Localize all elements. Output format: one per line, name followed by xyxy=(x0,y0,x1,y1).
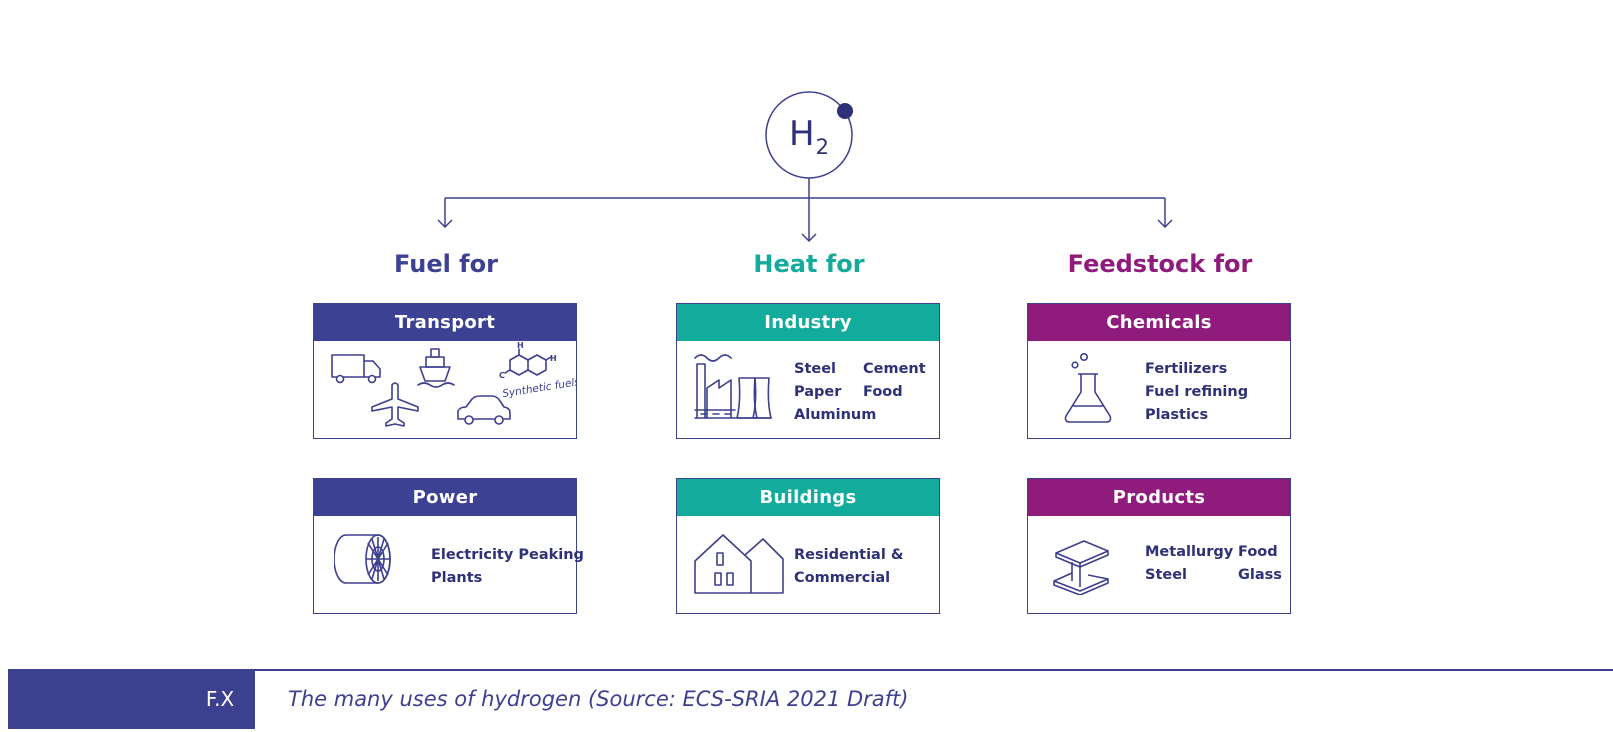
item-text: Steel xyxy=(794,361,837,377)
arrow-left xyxy=(437,219,453,229)
car-icon xyxy=(457,395,511,425)
item-text: Food xyxy=(863,384,903,400)
heading-feedstock: Feedstock for xyxy=(1067,250,1253,278)
chemicals-items-col-1: Fertilizers Fuel refining Plastics xyxy=(1145,358,1248,427)
figure-rule xyxy=(255,669,1613,671)
card-header-buildings: Buildings xyxy=(677,479,939,516)
factory-icon xyxy=(694,354,772,419)
card-transport: Transport xyxy=(313,303,577,439)
h2-label: H2 xyxy=(762,104,856,168)
svg-text:H: H xyxy=(550,354,557,363)
ship-icon xyxy=(417,348,455,388)
turbine-icon xyxy=(334,534,391,584)
svg-text:C: C xyxy=(499,371,505,380)
card-products: Products Metallurgy Steel Food Glass xyxy=(1027,478,1291,614)
item-text: Metallurgy xyxy=(1145,544,1234,560)
item-text: Electricity Peaking xyxy=(431,547,584,563)
item-text: Steel xyxy=(1145,567,1188,583)
item-text: Paper xyxy=(794,384,842,400)
heading-fuel: Fuel for xyxy=(394,250,498,278)
item-text: Plastics xyxy=(1145,407,1209,423)
figure-number: F.X xyxy=(205,687,235,711)
airplane-icon xyxy=(371,382,419,427)
arrow-middle xyxy=(801,233,817,243)
item-text: Residential & xyxy=(794,547,904,563)
item-text: Food xyxy=(1238,544,1278,560)
molecule-icon xyxy=(504,348,552,376)
h2-label-main: H xyxy=(789,114,815,154)
heading-heat: Heat for xyxy=(753,250,865,278)
svg-text:H: H xyxy=(517,341,524,350)
item-text: Cement xyxy=(863,361,926,377)
electron-dot xyxy=(837,103,853,119)
card-buildings: Buildings Residential & Commercial xyxy=(676,478,940,614)
industry-items-col-1: Steel Paper Aluminum xyxy=(794,358,876,427)
arrow-right xyxy=(1157,219,1173,229)
figure-caption: The many uses of hydrogen (Source: ECS-S… xyxy=(288,687,909,711)
item-text: Glass xyxy=(1238,567,1282,583)
houses-icon xyxy=(694,534,784,594)
synthetic-fuels-label: Synthetic fuels xyxy=(502,376,576,400)
item-text: Commercial xyxy=(794,570,891,586)
item-text: Fuel refining xyxy=(1145,384,1249,400)
card-header-industry: Industry xyxy=(677,304,939,341)
h2-label-sub: 2 xyxy=(815,135,829,159)
card-header-chemicals: Chemicals xyxy=(1028,304,1290,341)
products-items-col-1: Metallurgy Steel xyxy=(1145,541,1233,587)
products-items-col-2: Food Glass xyxy=(1238,541,1282,587)
card-chemicals: Chemicals Fertilizers Fuel refining Plas… xyxy=(1027,303,1291,439)
card-header-power: Power xyxy=(314,479,576,516)
steel-beam-icon xyxy=(1053,540,1109,595)
item-text: Aluminum xyxy=(794,407,877,423)
truck-icon xyxy=(331,354,381,384)
buildings-items-col-1: Residential & Commercial xyxy=(794,544,904,590)
card-header-products: Products xyxy=(1028,479,1290,516)
card-header-transport: Transport xyxy=(314,304,576,341)
flask-icon xyxy=(1064,352,1112,423)
industry-items-col-2: Cement Food xyxy=(863,358,926,404)
transport-icons: H H C Synthetic fuels xyxy=(331,341,576,427)
power-items-col-1: Electricity Peaking Plants xyxy=(431,544,584,590)
card-industry: Industry Steel Paper Aluminum Cement Foo… xyxy=(676,303,940,439)
figure-band xyxy=(8,669,255,729)
item-text: Fertilizers xyxy=(1145,361,1228,377)
item-text: Plants xyxy=(431,570,483,586)
card-power: Power Electricity Peaking Plants xyxy=(313,478,584,614)
